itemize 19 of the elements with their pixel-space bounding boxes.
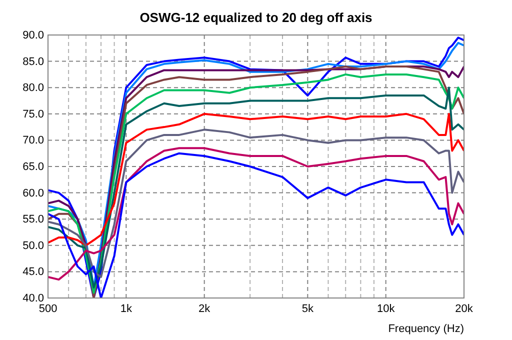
x-axis-title: Frequency (Hz) xyxy=(388,323,464,335)
chart-title: OSWG-12 equalized to 20 deg off axis xyxy=(140,10,372,25)
x-tick-label: 10k xyxy=(376,302,396,315)
y-tick-label: 90.0 xyxy=(22,30,44,42)
y-tick-label: 80.0 xyxy=(22,82,44,94)
y-tick-label: 40.0 xyxy=(22,292,44,305)
x-tick-label: 500 xyxy=(38,302,58,315)
x-tick-label: 5k xyxy=(302,302,314,315)
y-tick-label: 55.0 xyxy=(22,214,44,226)
y-tick-label: 65.0 xyxy=(22,161,44,174)
y-tick-label: 75.0 xyxy=(22,108,44,120)
y-tick-label: 60.0 xyxy=(22,187,44,200)
x-tick-label: 2k xyxy=(198,302,211,315)
y-tick-label: 50.0 xyxy=(22,240,44,252)
x-tick-label: 1k xyxy=(120,302,132,315)
y-tick-label: 70.0 xyxy=(22,134,44,147)
y-tick-label: 45.0 xyxy=(22,266,44,278)
y-tick-label: 85.0 xyxy=(22,56,44,68)
x-tick-label: 20k xyxy=(455,302,474,315)
